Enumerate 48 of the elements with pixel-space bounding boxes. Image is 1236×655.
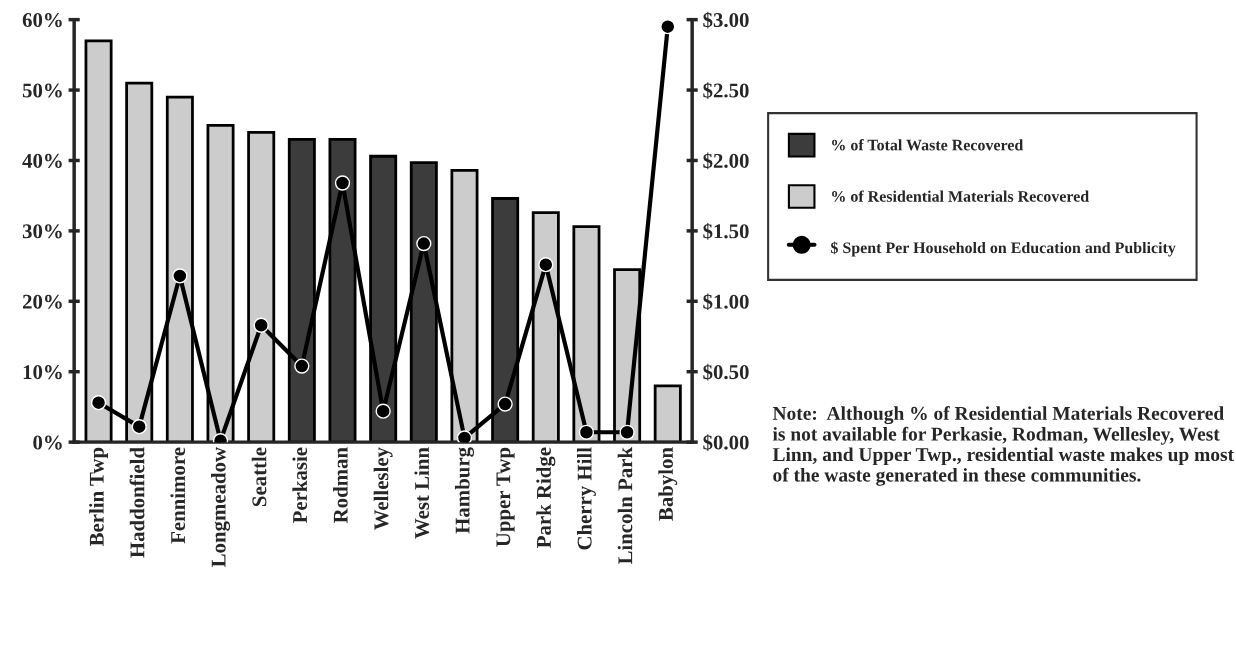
point (253, 317, 269, 333)
y-tick-label: 40% (22, 153, 62, 168)
legend-label: $ Spent Per Household on Education and Publicity (830, 241, 1176, 257)
bar (653, 384, 682, 443)
x-tick-label: Fennimore (170, 447, 186, 544)
text: Note: Although % of Residential Materials Recovered is not available for Perkasie, Rodman, Wellesley, West Linn, and Upper Twp., residential waste makes up most of the waste generated in these communities. (772, 406, 1234, 486)
y2-tick-label: $3.00 (703, 11, 749, 29)
y2-tick-label: $1.50 (703, 223, 749, 240)
point (619, 424, 635, 440)
point (578, 424, 595, 440)
point (172, 268, 188, 284)
x-tick-label: Park Ridge (536, 447, 556, 548)
x-tick-label: Hamburg (454, 447, 474, 534)
x-tick-label: Longmeadow (211, 447, 231, 568)
x-tick-label: Upper Twp (496, 447, 515, 547)
y2-tick-label: $0.00 (703, 434, 749, 451)
x-tick-label: Lincoln Park (617, 447, 633, 565)
x-tick-label: Cherry Hill (576, 447, 596, 550)
point (538, 257, 554, 273)
point (375, 403, 391, 419)
y2-tick-label: $2.00 (703, 152, 749, 170)
point (334, 175, 351, 191)
x-tick-label: Berlin Twp (89, 447, 108, 547)
y-tick-label: 30% (22, 224, 62, 239)
y-tick-label: 50% (22, 83, 62, 98)
y2-tick-label: $0.50 (703, 363, 749, 381)
y-tick-label: 0% (33, 435, 62, 450)
y2-tick-label: $1.00 (703, 293, 749, 311)
y-tick-label: 60% (22, 13, 62, 28)
legend-label: % of Residential Materials Recovered (832, 190, 1089, 202)
point (660, 19, 676, 35)
point (497, 396, 513, 412)
x-tick-label: Wellesley (373, 447, 393, 531)
x-tick-label: West Linn (414, 447, 430, 539)
point (294, 358, 310, 374)
y2-tick-label: $2.50 (703, 82, 749, 99)
y-tick-label: 20% (22, 294, 62, 309)
x-tick-label: Babylon (658, 447, 678, 521)
y-tick-label: 10% (23, 365, 62, 380)
legend-label: % of Total Waste Recovered (832, 139, 1024, 151)
x-tick-label: Seattle (251, 447, 267, 507)
point (416, 235, 432, 252)
x-tick-label: Haddonfield (129, 447, 145, 558)
point (90, 395, 107, 411)
point (456, 430, 473, 443)
x-tick-label: Rodman (333, 447, 348, 524)
point (131, 418, 147, 435)
x-tick-label: Perkasie (292, 447, 308, 523)
